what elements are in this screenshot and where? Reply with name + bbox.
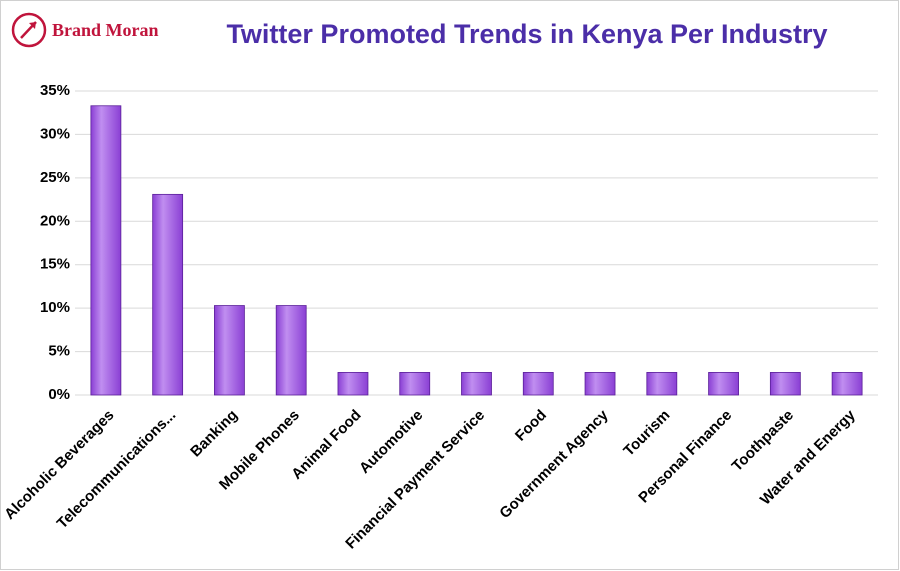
y-tick-label: 25% (40, 169, 70, 186)
bar (90, 105, 122, 396)
y-tick-label: 5% (48, 343, 70, 360)
bar (337, 372, 369, 396)
chart-title: Twitter Promoted Trends in Kenya Per Ind… (226, 19, 827, 49)
brand-name: Brand Moran (52, 20, 159, 40)
y-tick-label: 20% (40, 212, 70, 229)
bar (461, 372, 492, 396)
y-tick-label: 0% (48, 386, 70, 403)
bar (646, 372, 678, 396)
y-tick-label: 15% (40, 256, 70, 273)
y-tick-label: 10% (40, 299, 70, 316)
brand-logo (11, 12, 47, 48)
bar (152, 193, 184, 396)
bar (522, 372, 554, 396)
bar (769, 372, 801, 396)
bar (708, 372, 739, 396)
bar (214, 305, 245, 396)
bar (831, 372, 863, 396)
bar (399, 372, 431, 396)
bar (275, 305, 307, 396)
y-tick-label: 35% (40, 82, 70, 99)
bar (584, 372, 616, 396)
y-tick-label: 30% (40, 125, 70, 142)
